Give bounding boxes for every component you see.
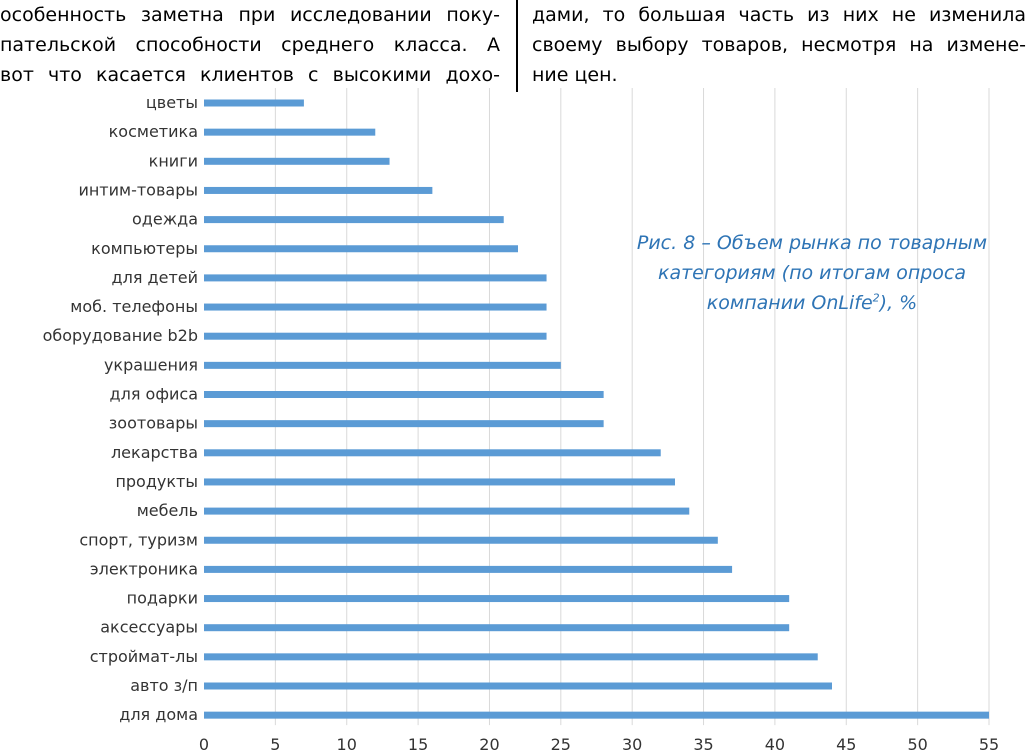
bar: [204, 274, 547, 282]
category-label: цветы: [146, 93, 198, 112]
text-line: особенность заметна при исследовании пок…: [0, 4, 500, 26]
bar: [204, 624, 790, 632]
caption-line: Рис. 8 – Объем рынка по товарным: [636, 232, 988, 254]
bar: [204, 128, 376, 136]
bar: [204, 361, 561, 369]
category-label: для дома: [119, 705, 198, 724]
bar: [204, 507, 690, 515]
x-tick-label: 55: [979, 735, 999, 752]
x-tick-label: 25: [551, 735, 571, 752]
x-tick-label: 45: [836, 735, 856, 752]
footnote-mark: 2: [872, 291, 880, 305]
bar: [204, 478, 675, 486]
category-label: электроника: [90, 559, 198, 578]
category-label: спорт, туризм: [79, 530, 198, 549]
x-tick-label: 0: [199, 735, 209, 752]
x-tick-label: 5: [270, 735, 280, 752]
bar: [204, 565, 733, 573]
caption-text: компании OnLife: [706, 292, 873, 314]
text-line: дами, то большая часть из них не изменил…: [532, 4, 1026, 26]
x-tick-label: 15: [408, 735, 428, 752]
bar: [204, 653, 818, 661]
caption-line: категориям (по итогам опроса: [657, 262, 967, 284]
category-label: строймат-лы: [90, 647, 198, 666]
caption-text: ), %: [879, 292, 918, 314]
x-tick-label: 10: [337, 735, 357, 752]
category-label: подарки: [127, 589, 198, 608]
category-label: моб. телефоны: [70, 297, 198, 316]
bar: [204, 420, 604, 428]
paragraph-left-column: особенность заметна при исследовании пок…: [0, 0, 500, 90]
category-label: книги: [149, 151, 198, 170]
category-label: интим-товары: [78, 180, 198, 199]
x-tick-label: 30: [622, 735, 642, 752]
category-label: продукты: [115, 472, 198, 491]
chart-caption: Рис. 8 – Объем рынка по товарным категор…: [592, 228, 1032, 318]
bar: [204, 595, 790, 603]
text-line: своему выбору товаров, несмотря на измен…: [532, 34, 1026, 56]
bar: [204, 449, 661, 457]
category-label: оборудование b2b: [43, 326, 198, 345]
bar: [204, 332, 547, 340]
gridlines: [274, 88, 990, 726]
x-tick-labels: 0 5 10 15 20 25 30 35 40 45 50 55: [199, 735, 999, 752]
category-label: лекарства: [111, 443, 198, 462]
caption-line: компании OnLife2), %: [592, 288, 1032, 318]
category-label: для детей: [112, 268, 198, 287]
x-tick-label: 50: [907, 735, 927, 752]
x-tick-label: 35: [693, 735, 713, 752]
category-label: для офиса: [110, 385, 198, 404]
category-label: авто з/п: [130, 676, 198, 695]
category-label: косметика: [109, 122, 198, 141]
category-label: зоотовары: [109, 414, 198, 433]
category-labels: цветы косметика книги интим-товары одежда ком…: [43, 93, 198, 724]
bar-chart: цветы косметика книги интим-товары одежда ком…: [43, 88, 999, 752]
bar: [204, 186, 433, 194]
bar: [204, 682, 832, 690]
text-line: пательской способности среднего класса. …: [0, 34, 500, 56]
bar: [204, 711, 989, 719]
bar: [204, 216, 504, 224]
bars: [204, 99, 989, 719]
x-tick-label: 40: [765, 735, 785, 752]
category-label: компьютеры: [91, 239, 198, 258]
category-label: украшения: [104, 355, 198, 374]
bar: [204, 157, 390, 165]
bar: [204, 536, 718, 544]
text-line: вот что касается клиентов с высокими дох…: [0, 64, 500, 86]
bar: [204, 303, 547, 311]
bar: [204, 245, 518, 253]
paragraph-right-column: дами, то большая часть из них не изменил…: [532, 0, 1026, 90]
column-divider: [516, 0, 518, 92]
category-label: аксессуары: [100, 618, 198, 637]
category-label: мебель: [137, 501, 198, 520]
text-line: ние цен.: [532, 64, 618, 86]
x-tick-label: 20: [479, 735, 499, 752]
bar: [204, 391, 604, 398]
bar: [204, 99, 304, 107]
category-label: одежда: [132, 210, 198, 229]
